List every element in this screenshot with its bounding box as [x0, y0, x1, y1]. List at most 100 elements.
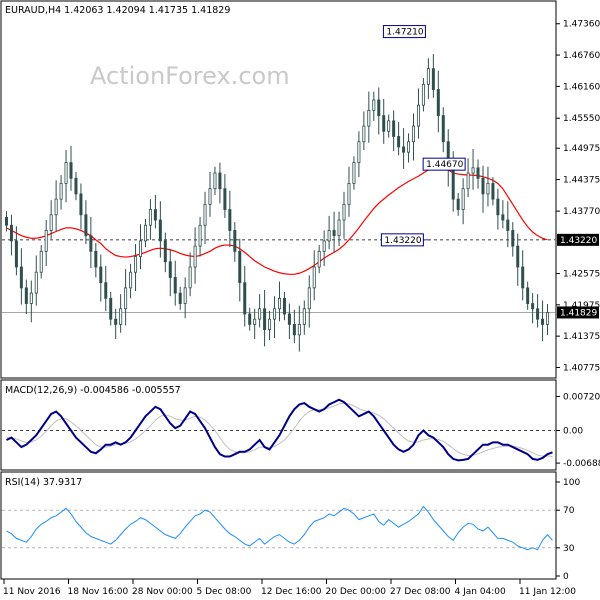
- candle-body: [39, 250, 43, 273]
- candle: [24, 279, 28, 314]
- candle-body: [521, 266, 525, 289]
- candle: [282, 292, 286, 321]
- candle-body: [29, 292, 33, 304]
- candle-body: [74, 177, 78, 195]
- candle-body: [138, 240, 142, 257]
- time-tick-label: 28 Nov 00:00: [132, 587, 193, 597]
- candle: [84, 200, 88, 245]
- candle: [89, 216, 93, 269]
- price-tick-label: 1.42575: [563, 270, 600, 280]
- candle-body: [511, 230, 515, 247]
- candle: [273, 296, 277, 338]
- candle: [148, 199, 152, 240]
- candle-body: [357, 141, 361, 163]
- main-header: EURAUD,H4 1.42063 1.42094 1.41735 1.4182…: [5, 5, 230, 16]
- candle: [258, 294, 262, 328]
- candle-body: [407, 141, 411, 153]
- candle-body: [352, 162, 356, 184]
- candle: [397, 121, 401, 156]
- macd-main-line: [6, 398, 553, 462]
- candle-body: [168, 261, 172, 278]
- candle-body: [541, 318, 545, 325]
- candle-body: [342, 203, 346, 221]
- candle: [466, 158, 470, 198]
- support-badge: 1.43220: [557, 233, 599, 246]
- macd-axis: 0.007201 0.00 -0.006888: [556, 392, 600, 469]
- callout-text: 1.44670: [426, 160, 463, 170]
- candle-body: [124, 287, 128, 310]
- candle: [19, 248, 23, 305]
- last-price-badge-box: [557, 306, 599, 319]
- candle: [292, 309, 296, 344]
- candle-series: [4, 54, 550, 352]
- candle-body: [307, 287, 311, 310]
- candle-body: [531, 303, 535, 310]
- candle: [476, 159, 480, 189]
- macd-header: MACD(12,26,9) -0.004586 -0.005557: [5, 385, 181, 396]
- candle: [193, 227, 197, 284]
- candle: [312, 250, 316, 301]
- time-tick-label: 4 Jan 04:00: [455, 587, 507, 597]
- candle: [297, 305, 301, 352]
- candle: [109, 292, 113, 326]
- candle-body: [213, 172, 217, 190]
- rsi-tick-label: 30: [563, 544, 575, 554]
- candle-body: [19, 266, 23, 289]
- candle-body: [243, 282, 247, 315]
- price-tick-label: 1.45550: [563, 114, 600, 124]
- candle: [74, 171, 78, 201]
- candle-body: [332, 230, 336, 237]
- candle: [124, 269, 128, 326]
- candle: [411, 113, 415, 161]
- candle: [163, 232, 167, 273]
- candle: [501, 200, 505, 229]
- candle: [79, 183, 83, 230]
- candle-body: [84, 214, 88, 237]
- candle-body: [183, 287, 187, 304]
- candle-body: [382, 115, 386, 132]
- candle-body: [273, 308, 277, 320]
- candle: [402, 128, 406, 169]
- candle: [64, 150, 68, 203]
- candle-body: [268, 318, 272, 331]
- candle-body: [317, 250, 321, 268]
- candle-body: [34, 271, 38, 294]
- candle: [39, 245, 43, 279]
- price-axis: 1.47360 1.46760 1.46160 1.45550 1.44975 1.443…: [556, 20, 600, 373]
- candle: [526, 281, 530, 310]
- candle: [218, 162, 222, 204]
- candle: [372, 91, 376, 121]
- support-badge-text: 1.43220: [560, 236, 597, 246]
- price-callout: 1.43220: [380, 233, 431, 247]
- candle-body: [188, 266, 192, 289]
- time-tick-label: 18 Nov 16:00: [68, 587, 129, 597]
- candle: [168, 249, 172, 297]
- candle-body: [536, 308, 540, 320]
- candle: [516, 233, 520, 286]
- candle-body: [153, 209, 157, 221]
- candle: [198, 216, 202, 257]
- candle: [377, 87, 381, 135]
- candle-body: [173, 277, 177, 294]
- candle-body: [158, 219, 162, 242]
- rsi-series-line: [6, 505, 553, 551]
- candle: [203, 191, 207, 245]
- candle: [119, 294, 123, 333]
- candle-body: [486, 183, 490, 195]
- candle: [382, 98, 386, 144]
- candle: [416, 88, 420, 139]
- macd-lines: [2, 398, 555, 462]
- price-callout: 1.44670: [422, 157, 466, 171]
- candle: [536, 294, 540, 328]
- candle-body: [203, 203, 207, 226]
- callout-text: 1.43220: [384, 236, 421, 246]
- candle: [431, 54, 435, 98]
- candle: [436, 70, 440, 133]
- candle-body: [99, 266, 103, 284]
- candle: [342, 191, 346, 239]
- candle-body: [431, 68, 435, 90]
- candle-body: [392, 120, 396, 137]
- candle: [94, 242, 98, 278]
- rsi-tick-label: 70: [563, 506, 575, 516]
